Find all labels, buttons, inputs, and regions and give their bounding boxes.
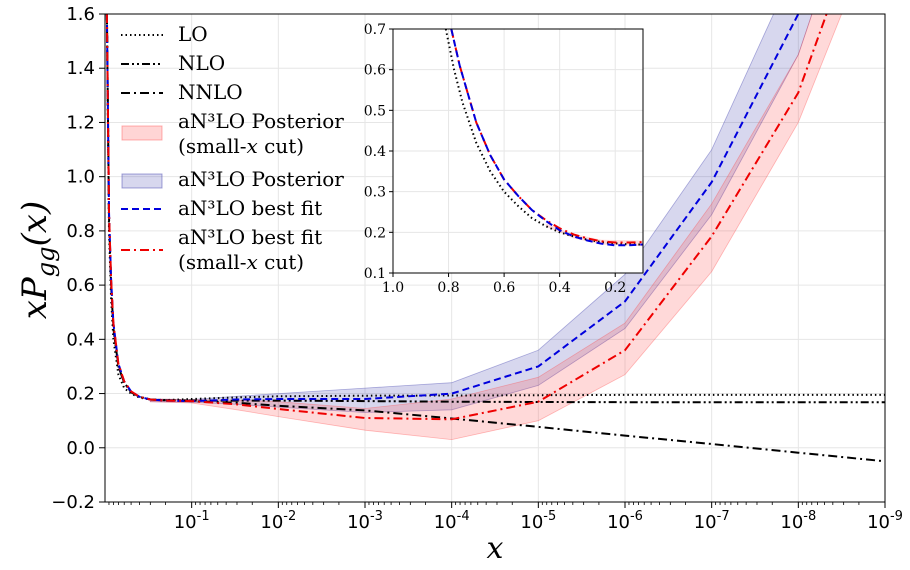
inset-y-tick-label: 0.7 — [364, 22, 386, 38]
y-tick-label: 0.6 — [66, 275, 95, 296]
legend-label: (small-x cut) — [178, 134, 304, 158]
legend-entry-nnlo: NNLO — [121, 80, 243, 104]
x-tick-label: 10-2 — [260, 509, 296, 533]
legend-label: aN³LO best fit — [178, 196, 322, 220]
series-lo — [105, 14, 885, 402]
inset-y-tick-label: 0.3 — [364, 185, 386, 201]
inset-plot: 1.0 0.8 0.6 0.4 0.2 0.1 0.2 0.3 0.4 0.5 0.6 0.7 — [364, 22, 644, 296]
series-an-lo-best-fit-small-x-cut- — [105, 14, 828, 421]
x-ticks: 10-1 10-2 10-3 10-4 10-5 10-6 10-7 10-8 10-9 — [174, 502, 903, 533]
y-tick-label: 1.2 — [66, 112, 95, 133]
legend-label: aN³LO Posterior — [178, 167, 344, 191]
legend-label: NLO — [178, 51, 225, 75]
y-tick-label: 0.2 — [66, 384, 95, 405]
svg-text:xPgg(x): xPgg(x) — [15, 201, 60, 320]
inset-x-tick-label: 0.4 — [549, 280, 571, 296]
series-lines — [105, 14, 885, 463]
band-an-lo-posterior-small-x-cut- — [149, 14, 843, 441]
legend-label: aN³LO best fit — [178, 225, 322, 249]
series-an-lo-best-fit — [105, 14, 800, 403]
y-tick-label: 1.0 — [66, 167, 95, 188]
legend-swatch — [121, 173, 163, 189]
y-tick-label: 0.8 — [66, 221, 95, 242]
posterior-bands — [149, 14, 843, 441]
x-tick-label: 10-3 — [347, 509, 383, 533]
y-tick-label: 1.6 — [66, 4, 95, 25]
legend-entry-band_cut: aN³LO Posterior (small-x cut) — [121, 109, 344, 158]
plot-frame — [104, 13, 886, 503]
x-tick-label: 10-8 — [780, 509, 816, 533]
legend-label: LO — [178, 22, 208, 46]
y-tick-label: 0.0 — [66, 438, 95, 459]
legend-label: (small-x cut) — [178, 250, 304, 274]
inset-series-an-lo-best-fit — [450, 29, 643, 247]
y-ticks: −0.2 0.0 0.2 0.4 0.6 0.8 1.0 1.2 1.4 1.6 — [51, 4, 105, 513]
inset-y-tick-label: 0.6 — [364, 63, 386, 79]
legend-entry-lo: LO — [121, 22, 208, 46]
inset-x-tick-label: 0.8 — [437, 280, 459, 296]
legend-entry-best: aN³LO best fit — [121, 196, 322, 220]
x-tick-label: 10-7 — [694, 509, 730, 533]
legend-label: aN³LO Posterior — [178, 109, 344, 133]
legend-entry-band: aN³LO Posterior — [121, 167, 344, 191]
inset-y-tick-label: 0.5 — [364, 103, 386, 119]
inset-x-tick-label: 0.2 — [604, 280, 626, 296]
inset-y-tick-label: 0.2 — [364, 225, 386, 241]
y-axis-label: xPgg(x) — [15, 201, 60, 320]
y-tick-label: 0.4 — [66, 329, 95, 350]
inset-x-tick-label: 0.6 — [493, 280, 515, 296]
band-an-lo-posterior — [149, 14, 813, 413]
legend-entry-nlo: NLO — [121, 51, 225, 75]
inset-lines — [444, 29, 643, 247]
y-tick-label: −0.2 — [51, 492, 95, 513]
inset-x-tick-label: 1.0 — [382, 280, 404, 296]
x-tick-label: 10-9 — [867, 509, 903, 533]
x-axis-label: x — [487, 531, 504, 566]
x-tick-label: 10-6 — [607, 509, 643, 533]
inset-y-tick-label: 0.4 — [364, 144, 386, 160]
legend-label: NNLO — [178, 80, 243, 104]
x-tick-label: 10-4 — [434, 509, 470, 533]
legend-swatch — [121, 125, 163, 141]
x-minor-ticks — [108, 502, 860, 505]
x-tick-label: 10-1 — [174, 509, 210, 533]
x-tick-label: 10-5 — [520, 509, 556, 533]
inset-band — [545, 223, 643, 247]
legend-entry-best_cut: aN³LO best fit (small-x cut) — [121, 225, 322, 274]
y-tick-label: 1.4 — [66, 58, 95, 79]
inset-y-tick-label: 0.1 — [364, 266, 386, 282]
